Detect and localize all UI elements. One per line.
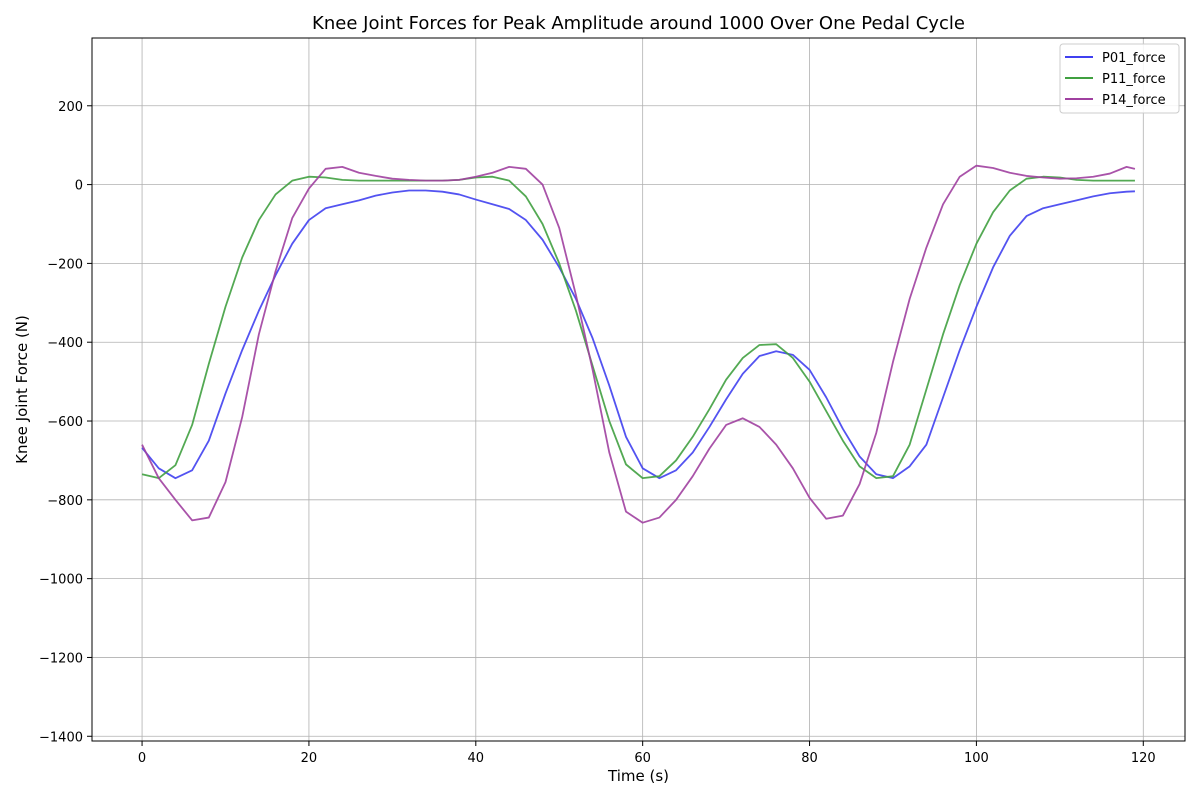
y-tick-label: −1200 <box>39 651 83 666</box>
x-axis: 0 20 40 60 80 100 120 <box>138 741 1156 766</box>
x-axis-label: Time (s) <box>607 767 669 785</box>
legend: P01_force P11_force P14_force <box>1059 43 1180 114</box>
series-line-p14 <box>141 164 1136 524</box>
y-tick-label: 200 <box>58 100 83 115</box>
y-axis: −1400 −1200 −1000 −800 −600 −400 −200 0 200 <box>39 100 92 745</box>
x-tick-label: 60 <box>634 751 651 766</box>
x-tick-label: 120 <box>1131 751 1156 766</box>
legend-box <box>1059 43 1180 114</box>
y-axis-label: Knee Joint Force (N) <box>13 315 31 464</box>
y-tick-label: 0 <box>75 179 83 194</box>
x-tick-label: 100 <box>964 751 989 766</box>
y-tick-label: −200 <box>47 257 83 272</box>
series-layer <box>141 164 1136 524</box>
y-tick-label: −600 <box>47 415 83 430</box>
y-tick-label: −800 <box>47 494 83 509</box>
y-tick-label: −1000 <box>39 573 83 588</box>
series-line-p11 <box>141 175 1135 480</box>
plot-frame <box>91 37 1186 742</box>
x-tick-label: 80 <box>801 751 818 766</box>
x-tick-label: 40 <box>468 751 485 766</box>
chart-title: Knee Joint Forces for Peak Amplitude aro… <box>312 13 965 34</box>
y-tick-label: −1400 <box>39 730 83 745</box>
legend-label: P01_force <box>1102 51 1166 66</box>
x-tick-label: 0 <box>138 751 146 766</box>
y-tick-label: −400 <box>47 336 83 351</box>
x-tick-label: 20 <box>301 751 318 766</box>
legend-label: P14_force <box>1102 93 1166 108</box>
grid <box>92 38 1185 741</box>
series-line-p01 <box>141 189 1135 480</box>
legend-label: P11_force <box>1102 72 1166 87</box>
